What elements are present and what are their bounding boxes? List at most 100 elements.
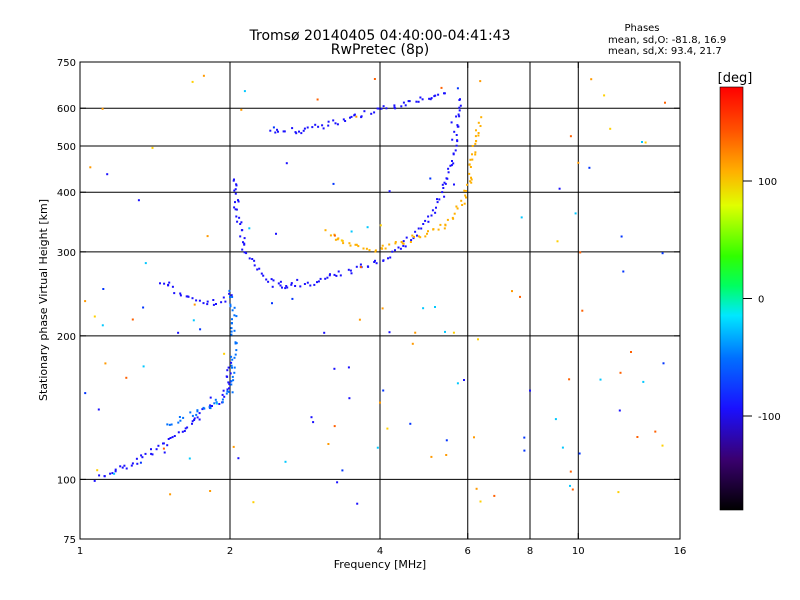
- data-point: [397, 246, 400, 249]
- data-point: [368, 249, 371, 252]
- noise-point: [223, 352, 226, 355]
- data-point: [233, 366, 236, 369]
- data-point: [248, 257, 251, 260]
- data-point: [215, 401, 218, 404]
- noise-point: [386, 427, 389, 430]
- data-point: [303, 127, 306, 130]
- data-point: [242, 241, 244, 244]
- data-point: [465, 196, 467, 199]
- data-point: [404, 245, 407, 248]
- data-point: [184, 427, 187, 430]
- data-point: [387, 257, 389, 260]
- data-point: [233, 189, 236, 192]
- data-point: [359, 263, 362, 266]
- data-point: [402, 240, 405, 243]
- noise-point: [84, 300, 87, 303]
- data-point: [290, 282, 293, 285]
- data-point: [151, 453, 154, 456]
- noise-point: [366, 226, 369, 229]
- data-point: [334, 122, 337, 125]
- data-point: [233, 306, 236, 309]
- data-point: [388, 243, 391, 246]
- data-point: [374, 250, 377, 253]
- data-point: [399, 247, 402, 250]
- data-point: [391, 250, 394, 253]
- data-point: [441, 183, 444, 186]
- data-point: [130, 464, 133, 467]
- noise-point: [642, 380, 645, 383]
- data-point: [324, 229, 327, 232]
- data-point: [214, 398, 217, 401]
- noise-point: [569, 484, 571, 487]
- data-point: [226, 390, 229, 393]
- data-point: [374, 259, 376, 262]
- noise-point: [142, 365, 145, 368]
- noise-point: [191, 80, 194, 83]
- data-point: [179, 292, 182, 295]
- data-point: [171, 436, 174, 439]
- data-point: [277, 130, 279, 133]
- data-point: [455, 134, 458, 136]
- data-point: [384, 247, 387, 250]
- data-point: [471, 153, 473, 156]
- data-point: [430, 97, 433, 100]
- data-point: [150, 448, 152, 451]
- colorbar-tick-label: -100: [758, 412, 781, 423]
- data-point: [469, 166, 472, 168]
- noise-point: [619, 371, 622, 374]
- data-point: [316, 281, 318, 284]
- data-point: [416, 234, 418, 237]
- data-point: [168, 281, 171, 284]
- grid-lines: [80, 62, 680, 539]
- noise-point: [561, 446, 564, 449]
- data-point: [302, 129, 305, 132]
- data-point: [234, 208, 237, 211]
- data-point: [445, 177, 448, 180]
- data-point: [329, 273, 331, 276]
- noise-point: [89, 166, 92, 169]
- y-tick-label: 300: [57, 248, 76, 259]
- data-point: [187, 295, 190, 298]
- noise-point: [101, 324, 104, 327]
- noise-point: [450, 121, 453, 124]
- data-point: [464, 190, 467, 192]
- data-point: [299, 285, 302, 288]
- data-point: [415, 100, 418, 103]
- data-point: [335, 274, 338, 277]
- data-point: [234, 353, 237, 356]
- data-point: [230, 361, 233, 364]
- data-point: [365, 247, 368, 250]
- noise-point: [569, 470, 572, 473]
- noise-point: [312, 421, 315, 424]
- data-point: [121, 466, 124, 469]
- noise-point: [376, 446, 379, 449]
- data-point: [327, 120, 330, 123]
- data-point: [405, 236, 408, 239]
- chart-title: Tromsø 20140405 04:40:00-04:41:43: [249, 28, 511, 44]
- data-point: [220, 301, 223, 304]
- noise-point: [445, 439, 448, 442]
- noise-point: [358, 318, 361, 321]
- data-point: [231, 375, 234, 378]
- data-point: [461, 204, 464, 206]
- data-point: [417, 100, 420, 103]
- noise-point: [414, 331, 417, 334]
- data-point: [239, 223, 242, 225]
- data-point: [177, 421, 180, 424]
- noise-point: [574, 212, 577, 215]
- noise-point: [271, 302, 273, 305]
- data-point: [229, 303, 232, 306]
- data-point: [434, 211, 437, 214]
- data-point: [230, 364, 233, 367]
- data-point: [389, 256, 392, 259]
- data-point: [212, 303, 215, 306]
- data-point: [468, 172, 471, 175]
- data-point: [449, 164, 452, 167]
- data-point: [243, 237, 246, 240]
- data-point: [435, 206, 437, 209]
- noise-point: [578, 452, 581, 455]
- data-point: [196, 416, 199, 419]
- data-point: [441, 191, 444, 194]
- colorbar-tick-label: 0: [758, 295, 764, 306]
- data-point: [196, 409, 199, 412]
